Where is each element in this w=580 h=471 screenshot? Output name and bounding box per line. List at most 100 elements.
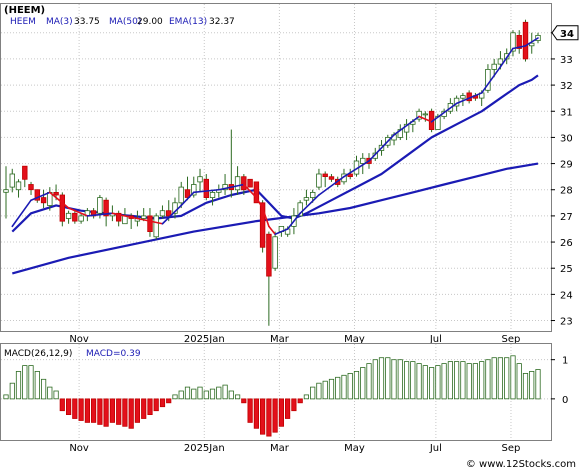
price-y-tick-label: 31 <box>560 107 573 118</box>
candle-body <box>197 176 203 183</box>
macd-bar <box>310 386 316 400</box>
macd-x-tick-label: Nov <box>69 443 89 454</box>
candle-body <box>53 191 59 196</box>
watermark: © www.12Stocks.com <box>466 459 576 470</box>
macd-bar <box>341 374 347 400</box>
candle-body <box>522 21 529 60</box>
macd-bar <box>397 359 403 400</box>
macd-bar <box>191 388 197 400</box>
candle-body <box>422 113 428 116</box>
ma50-layer <box>12 162 539 275</box>
price-x-tick-label: Sep <box>502 334 521 345</box>
candle-body <box>328 176 335 180</box>
candle-body <box>59 194 65 222</box>
macd-bar <box>22 365 28 400</box>
candle-body <box>322 173 328 177</box>
macd-bar <box>535 369 541 400</box>
price-legend-item: EMA(13) <box>169 17 207 27</box>
candle-body <box>247 178 253 188</box>
price-y-tick-label: 27 <box>560 212 573 223</box>
ma3-segment <box>455 92 483 105</box>
ma3-segment <box>192 188 220 194</box>
macd-bar <box>134 398 140 423</box>
ma3-segment <box>430 102 458 123</box>
candle <box>28 181 34 195</box>
macd-bar <box>479 361 485 400</box>
candle-body <box>9 173 15 188</box>
macd-bar <box>303 394 310 400</box>
last-price-badge: 34 <box>551 25 579 41</box>
price-y-tick-label: 32 <box>560 81 573 92</box>
candle-body <box>103 199 109 217</box>
ma3-segment <box>49 191 70 209</box>
candle-body <box>272 236 278 269</box>
candle-body <box>209 191 216 198</box>
macd-bar <box>9 382 15 400</box>
macd-bar <box>366 363 372 400</box>
macd-bar <box>259 398 266 435</box>
candle-body <box>153 215 159 238</box>
candle-body <box>15 181 22 191</box>
price-legend-item: MA(50) <box>109 17 141 27</box>
macd-bar <box>247 398 253 423</box>
price-legend-item: HEEM <box>10 17 36 27</box>
candle-body <box>297 202 303 217</box>
macd-bar <box>47 386 53 400</box>
candle-body <box>491 63 497 70</box>
macd-bar <box>209 388 216 400</box>
macd-bar <box>316 382 322 400</box>
price-panel-frame <box>0 3 552 332</box>
macd-bar <box>504 357 510 400</box>
candle-body <box>3 189 9 193</box>
macd-bar <box>109 398 115 423</box>
macd-bar <box>272 398 278 433</box>
candle-body <box>253 181 260 204</box>
macd-bar <box>172 394 178 400</box>
macd-bar <box>28 365 34 400</box>
macd-bar <box>410 361 416 400</box>
macd-bar <box>15 370 22 400</box>
candle-body <box>28 184 34 191</box>
candle-body <box>97 197 103 214</box>
candle <box>15 179 22 198</box>
candle <box>159 205 166 219</box>
candle <box>140 208 147 222</box>
price-y-tick-label: 30 <box>560 133 573 144</box>
price-legend-item: 29.00 <box>137 17 163 27</box>
candle <box>34 189 40 203</box>
macd-bar <box>435 365 441 400</box>
price-x-axis: Nov 2025Jan Mar May Jul Sep <box>69 334 520 345</box>
price-x-tick-label: May <box>344 334 365 345</box>
last-price-badge-shape <box>551 25 579 41</box>
macd-bar <box>385 357 391 400</box>
macd-bar <box>529 370 535 400</box>
price-legend: HEEM MA(3) 33.75 MA(50)29.00 EMA(13) 32.37 <box>10 17 235 27</box>
candle-body <box>316 173 322 188</box>
macd-bar <box>203 390 209 400</box>
candle-body <box>360 157 366 164</box>
candle-body <box>309 191 316 198</box>
macd-bar <box>128 398 134 429</box>
candle-body <box>416 110 422 120</box>
macd-bar <box>378 357 385 400</box>
candle-body <box>165 210 172 217</box>
macd-bar <box>84 398 90 423</box>
macd-bar <box>72 398 78 419</box>
macd-x-tick-label: May <box>344 443 365 454</box>
candle-body <box>510 32 516 52</box>
macd-bar <box>497 357 504 400</box>
macd-y-tick-label: 0 <box>562 395 568 406</box>
candle-body <box>516 35 522 49</box>
ma3-segment <box>30 191 51 201</box>
macd-bar <box>34 370 40 400</box>
macd-bar <box>328 378 335 400</box>
macd-bar <box>416 363 422 400</box>
candle <box>328 174 335 182</box>
price-y-tick-label: 28 <box>560 186 573 197</box>
ma3-layer <box>11 37 539 236</box>
candle-body <box>40 197 47 204</box>
macd-bar <box>360 367 366 400</box>
price-y-tick-label: 25 <box>560 264 573 275</box>
macd-x-tick-label: Jul <box>429 443 442 454</box>
macd-bar <box>234 394 241 400</box>
